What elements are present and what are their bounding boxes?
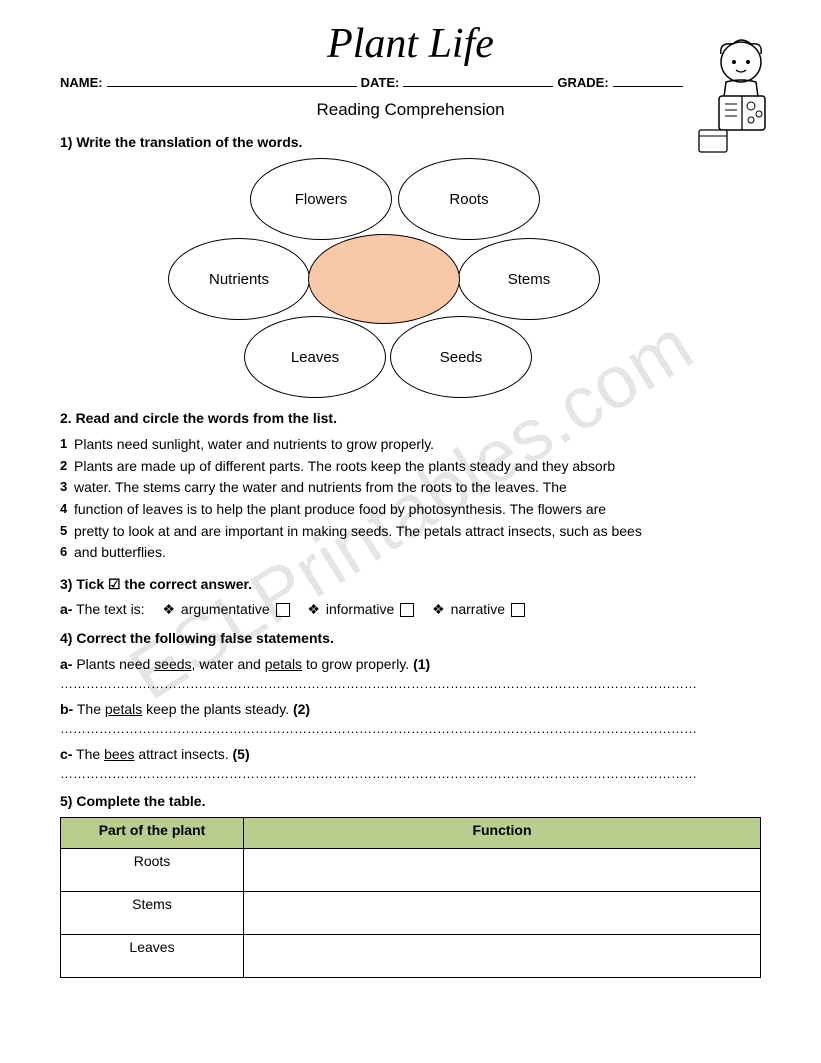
answer-line[interactable]: …………………………………………………………………………………………………………… — [60, 721, 761, 736]
item-label: c- — [60, 746, 72, 762]
q4-item-a: a- Plants need seeds, water and petals t… — [60, 656, 761, 672]
reading-passage: 1Plants need sunlight, water and nutrien… — [60, 434, 761, 564]
col-header-part: Part of the plant — [61, 818, 244, 849]
stmt-text: keep the plants steady. — [142, 701, 293, 717]
q3-option: informative — [326, 601, 394, 617]
diamond-bullet-icon: ❖ — [432, 601, 445, 618]
line-ref: (2) — [293, 701, 310, 717]
petal-stems: Stems — [458, 238, 600, 320]
diamond-bullet-icon: ❖ — [307, 601, 320, 618]
stmt-text: to grow properly. — [302, 656, 413, 672]
table-row: Roots — [61, 849, 761, 892]
plant-function-table: Part of the plant Function Roots Stems L… — [60, 817, 761, 978]
q4-item-c: c- The bees attract insects. (5) — [60, 746, 761, 762]
line-ref: (1) — [413, 656, 430, 672]
stmt-text: , water and — [192, 656, 265, 672]
diamond-bullet-icon: ❖ — [162, 601, 175, 618]
petal-roots: Roots — [398, 158, 540, 240]
cell-part: Stems — [61, 892, 244, 935]
line-text: Plants need sunlight, water and nutrient… — [74, 434, 434, 456]
q3-heading: 3) Tick ☑ the correct answer. — [60, 576, 761, 593]
name-label: NAME: — [60, 75, 103, 90]
stmt-text: attract insects. — [134, 746, 232, 762]
stmt-text: The — [76, 746, 104, 762]
petal-flowers: Flowers — [250, 158, 392, 240]
q4-heading: 4) Correct the following false statement… — [60, 630, 761, 646]
stmt-text: The — [77, 701, 105, 717]
cell-function-blank[interactable] — [244, 849, 761, 892]
line-ref: (5) — [233, 746, 250, 762]
line-text: function of leaves is to help the plant … — [74, 499, 606, 521]
line-text: pretty to look at and are important in m… — [74, 521, 642, 543]
header-area: Plant Life — [60, 20, 761, 68]
flower-diagram: Flowers Roots Nutrients Stems Leaves See… — [160, 158, 600, 398]
stmt-underline: bees — [104, 746, 134, 762]
stmt-underline: petals — [265, 656, 302, 672]
checkbox-narrative[interactable] — [511, 603, 525, 617]
table-row: Leaves — [61, 935, 761, 978]
name-blank[interactable] — [107, 72, 357, 87]
date-label: DATE: — [361, 75, 400, 90]
cell-part: Leaves — [61, 935, 244, 978]
q3-prompt: The text is: — [76, 601, 144, 617]
q5-heading: 5) Complete the table. — [60, 793, 761, 809]
line-text: Plants are made up of different parts. T… — [74, 456, 615, 478]
worksheet-page: ESLPrintables.com Plant Life — [0, 0, 821, 1018]
q2-heading: 2. Read and circle the words from the li… — [60, 410, 761, 426]
grade-label: GRADE: — [557, 75, 608, 90]
petal-nutrients: Nutrients — [168, 238, 310, 320]
child-reading-icon — [691, 34, 791, 154]
page-title: Plant Life — [327, 20, 494, 68]
cell-function-blank[interactable] — [244, 892, 761, 935]
cell-part: Roots — [61, 849, 244, 892]
subtitle: Reading Comprehension — [60, 100, 761, 120]
stmt-underline: petals — [105, 701, 142, 717]
table-row: Stems — [61, 892, 761, 935]
stmt-underline: seeds — [154, 656, 191, 672]
student-info-row: NAME: DATE: GRADE: — [60, 72, 761, 90]
line-num: 4 — [60, 499, 74, 521]
grade-blank[interactable] — [613, 72, 683, 87]
q3-options-row: a- The text is: ❖ argumentative ❖ inform… — [60, 601, 761, 618]
checkbox-informative[interactable] — [400, 603, 414, 617]
line-text: and butterflies. — [74, 542, 166, 564]
col-header-function: Function — [244, 818, 761, 849]
item-label: a- — [60, 656, 72, 672]
answer-line[interactable]: …………………………………………………………………………………………………………… — [60, 676, 761, 691]
q4-item-b: b- The petals keep the plants steady. (2… — [60, 701, 761, 717]
stmt-text: Plants need — [76, 656, 154, 672]
line-num: 5 — [60, 521, 74, 543]
q3-label: a- — [60, 601, 72, 617]
line-num: 6 — [60, 542, 74, 564]
petal-seeds: Seeds — [390, 316, 532, 398]
q3-option: argumentative — [181, 601, 270, 617]
answer-line[interactable]: …………………………………………………………………………………………………………… — [60, 766, 761, 781]
q1-heading: 1) Write the translation of the words. — [60, 134, 761, 150]
item-label: b- — [60, 701, 73, 717]
cell-function-blank[interactable] — [244, 935, 761, 978]
line-num: 1 — [60, 434, 74, 456]
date-blank[interactable] — [403, 72, 553, 87]
q3-option: narrative — [451, 601, 505, 617]
line-num: 2 — [60, 456, 74, 478]
flower-center[interactable] — [308, 234, 460, 324]
line-text: water. The stems carry the water and nut… — [74, 477, 567, 499]
checkbox-argumentative[interactable] — [276, 603, 290, 617]
petal-leaves: Leaves — [244, 316, 386, 398]
line-num: 3 — [60, 477, 74, 499]
